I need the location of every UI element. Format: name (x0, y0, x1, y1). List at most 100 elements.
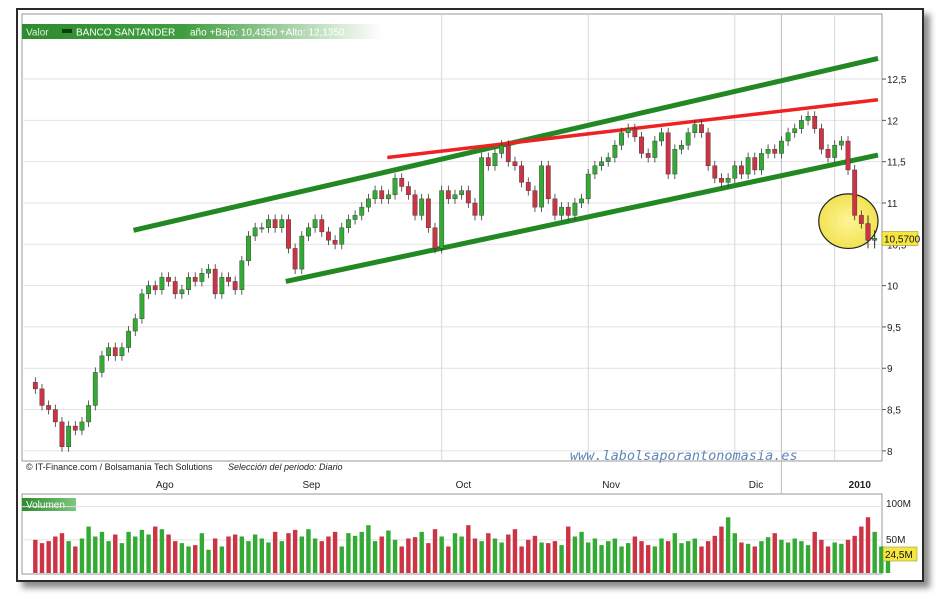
volume-bar (219, 546, 225, 573)
volume-bar (652, 546, 658, 573)
volume-bar (572, 536, 578, 573)
volume-bar (359, 531, 364, 573)
price-panel (21, 13, 883, 462)
candle-down (525, 182, 531, 191)
last-price-badge (881, 231, 919, 246)
candle-up (625, 128, 631, 133)
price-tick-label: 11 (887, 199, 898, 210)
volume-bar (459, 536, 464, 573)
candle-down (399, 178, 405, 187)
volume-bar (379, 536, 384, 573)
candle-up (452, 194, 458, 200)
volume-bar (606, 541, 611, 573)
price-tick-label: 8 (887, 447, 893, 458)
candle-down (52, 409, 58, 423)
candle-down (432, 227, 438, 249)
price-tick-label: 9,5 (887, 323, 901, 334)
volume-bar (106, 541, 111, 573)
volume-bar (632, 536, 638, 573)
volume-bar (299, 536, 304, 573)
month-label: Oct (456, 480, 472, 491)
candle-down (286, 219, 291, 249)
candle-up (499, 144, 505, 154)
candle-down (232, 281, 238, 290)
candle-up (159, 277, 165, 290)
candle-down (505, 144, 511, 162)
candle-up (392, 178, 398, 195)
volume-bar (852, 535, 857, 573)
candle-up (785, 132, 791, 142)
volume-bar (399, 546, 404, 573)
candle-down (326, 231, 331, 241)
volume-bar (526, 539, 531, 573)
volume-bar (566, 526, 571, 573)
candle-down (465, 190, 471, 204)
volume-bar (319, 541, 324, 573)
volume-bar (292, 529, 298, 573)
volume-bar (113, 534, 118, 573)
candle-up (605, 157, 611, 162)
volume-bar (352, 535, 358, 573)
candle-up (146, 285, 151, 295)
volume-bar (825, 546, 831, 573)
volume-bar (499, 542, 504, 573)
volume-bars (33, 517, 891, 573)
candle-down (565, 206, 571, 216)
volume-bar (559, 545, 564, 573)
candle-up (252, 227, 258, 237)
volume-bar (133, 536, 138, 573)
candle-up (792, 128, 798, 133)
candle-up (312, 219, 318, 228)
candle-down (319, 219, 325, 233)
candle-up (779, 140, 784, 154)
candle-up (246, 235, 251, 262)
price-tick-label: 10,5 (887, 240, 907, 251)
volume-bar (619, 546, 624, 573)
volume-bar (819, 539, 824, 573)
volume-bar (432, 529, 438, 573)
volume-bar (799, 541, 804, 573)
candle-down (46, 405, 52, 410)
volume-bar (725, 517, 731, 573)
candle-down (212, 268, 218, 295)
volume-bar (272, 531, 278, 573)
volume-bar (506, 534, 511, 573)
volume-grid (22, 506, 882, 541)
candle-up (745, 157, 751, 175)
candle-up (725, 178, 731, 183)
header-range: año +Bajo: 10,4350 +Alto: 12,1350 (190, 28, 345, 39)
candle-up (126, 330, 131, 348)
volume-bar (672, 533, 678, 573)
volume-bar (452, 533, 458, 573)
candle-up (585, 173, 591, 200)
candle-up (572, 202, 578, 216)
candle-up (92, 372, 98, 406)
candle-up (592, 165, 598, 175)
volume-tick-100m: 100M (886, 499, 911, 510)
candle-up (132, 318, 138, 332)
volume-bar (765, 537, 771, 573)
volume-bar (252, 534, 258, 573)
volume-bar (872, 531, 877, 573)
volume-bar (239, 536, 245, 573)
volume-bar (539, 542, 544, 573)
volume-bar (173, 541, 178, 573)
volume-bar (692, 538, 698, 573)
volume-bar (679, 543, 684, 573)
candle-down (405, 186, 411, 195)
candle-down (712, 165, 718, 179)
month-label: 2010 (849, 480, 872, 491)
candle-down (412, 194, 418, 216)
series-swatch (62, 29, 72, 33)
volume-bar (546, 543, 551, 573)
candle-up (679, 144, 684, 150)
candle-up (692, 124, 698, 133)
candle-down (292, 248, 298, 270)
volume-bar (779, 539, 784, 573)
candle-down (166, 277, 171, 282)
candle-down (519, 165, 525, 183)
volume-bar (519, 546, 524, 573)
volume-bar (339, 546, 344, 573)
candle-down (825, 149, 831, 158)
candle-down (632, 128, 638, 138)
